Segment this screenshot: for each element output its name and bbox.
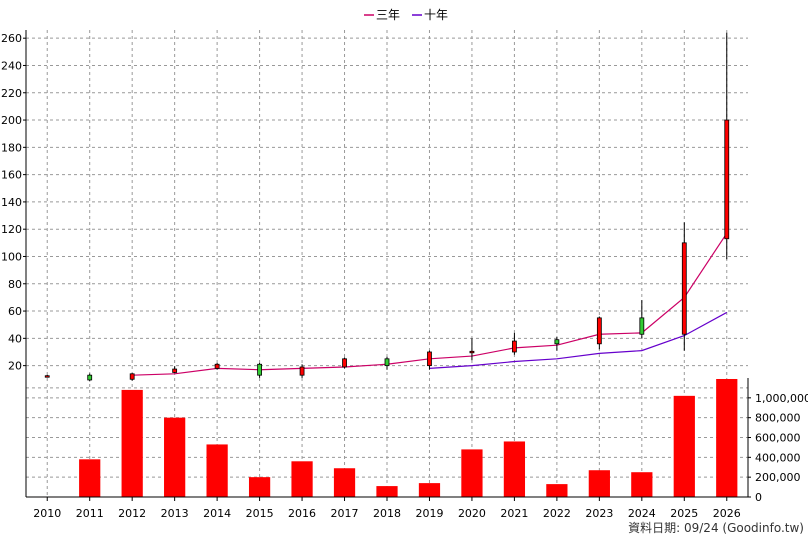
price-tick-label: 140 [1,196,22,209]
x-tick-label: 2013 [161,507,189,520]
volume-bar [333,468,356,497]
candle-body [129,373,135,380]
price-tick-label: 160 [1,169,22,182]
x-tick-label: 2016 [288,507,316,520]
price-tick-label: 260 [1,32,22,45]
volume-bar [588,470,610,497]
volume-bar [461,449,483,497]
x-tick-label: 2019 [415,507,443,520]
x-tick-label: 2014 [203,507,231,520]
volume-bar [631,472,653,497]
candle-body [299,366,305,376]
candle-body [257,363,262,376]
volume-bar [503,441,526,497]
candle-body [214,363,220,369]
candlesticks [44,32,730,382]
candle-body [681,242,687,335]
volume-bar [206,444,228,497]
candle-body [639,317,645,335]
volume-tick-label: 0 [755,491,762,504]
candle-body [44,375,50,378]
candle-body [724,119,730,240]
price-tick-label: 200 [1,114,22,127]
candle-body [512,340,517,353]
ma-line-十年 [429,311,728,369]
candle-body [469,350,475,354]
volume-bar [716,378,738,497]
legend: 三年 十年 [364,8,448,22]
price-tick-label: 180 [1,141,22,154]
price-tick-label: 100 [1,250,22,263]
x-tick-label: 2015 [246,507,274,520]
volume-bar [79,459,101,497]
candle-body [384,358,390,367]
price-tick-label: 120 [1,223,22,236]
candle-body [427,351,432,367]
x-tick-label: 2021 [500,507,528,520]
candle-body [596,317,602,345]
x-tick-label: 2018 [373,507,401,520]
volume-bar [418,483,441,497]
x-tick-label: 2022 [543,507,571,520]
volume-bar [121,389,143,497]
price-gridlines [26,30,748,497]
price-tick-label: 240 [1,59,22,72]
volume-bar [673,395,695,497]
volume-y-tick-labels: 0 200,000 400,000 600,000 800,000 1,000,000 [748,392,808,504]
volume-tick-label: 800,000 [755,412,801,425]
price-tick-label: 220 [1,87,22,100]
price-tick-label: 20 [8,360,22,373]
x-tick-label: 2010 [33,507,61,520]
price-tick-label: 80 [8,278,22,291]
price-y-tick-labels: 20 40 60 80 100 120 140 160 180 200 220 240 260 [1,32,26,373]
x-tick-label: 2023 [585,507,613,520]
x-tick-label: 2024 [628,507,656,520]
volume-tick-label: 600,000 [755,432,801,445]
candle-body [172,368,178,373]
x-tick-label: 2020 [458,507,486,520]
footer-source-text: 資料日期: 09/24 (Goodinfo.tw) [628,521,804,535]
volume-tick-label: 400,000 [755,451,801,464]
volume-bars [36,378,738,498]
candle-body [87,374,93,381]
x-tick-label: 2026 [713,507,741,520]
legend-label: 三年 [376,8,400,22]
price-tick-label: 40 [8,332,22,345]
volume-bar [546,484,568,497]
x-tick-label: 2025 [670,507,698,520]
volume-bar [376,486,398,497]
candle-body [554,339,560,345]
volume-bar [248,477,271,497]
candle-body [342,358,347,368]
volume-gridlines [26,387,748,478]
volume-tick-label: 200,000 [755,471,801,484]
x-tick-label: 2011 [76,507,104,520]
legend-label: 十年 [424,8,448,22]
price-tick-label: 60 [8,305,22,318]
x-tick-label: 2017 [331,507,359,520]
x-tick-label: 2012 [118,507,146,520]
volume-bar [164,417,186,497]
volume-tick-label: 1,000,000 [755,392,808,405]
x-tick-labels: 2010 2011 2012 2013 2014 2015 2016 2017 2018 2019… [33,497,741,520]
volume-bar [291,461,313,497]
